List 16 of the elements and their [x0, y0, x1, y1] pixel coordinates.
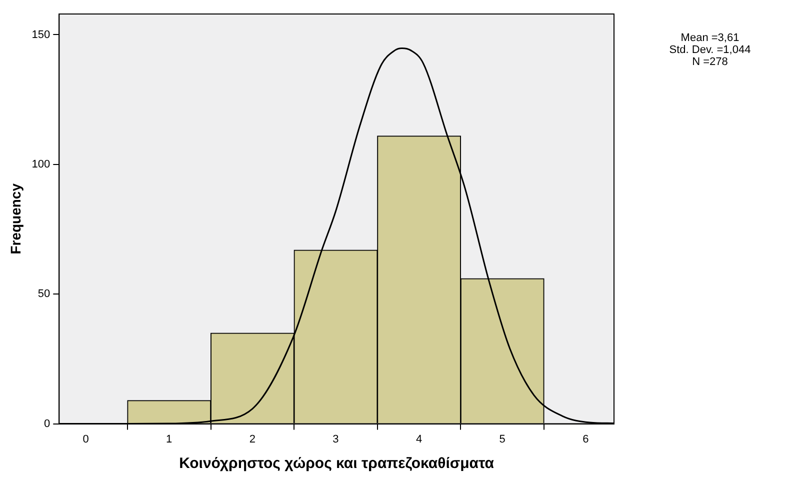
- x-tick-label: 0: [82, 433, 89, 446]
- x-tick-label: 2: [249, 433, 256, 446]
- y-tick-label: 150: [32, 28, 50, 41]
- x-tick-label: 1: [166, 433, 172, 446]
- y-tick-label: 50: [38, 288, 50, 300]
- x-tick-label: 3: [332, 433, 339, 446]
- y-axis-title: Frequency: [7, 183, 24, 254]
- y-tick-label: 100: [32, 158, 50, 170]
- x-axis-title: Κοινόχρηστος χώρος και τραπεζοκαθίσματα: [179, 455, 495, 472]
- text: Mean =3,61: [680, 32, 740, 44]
- x-tick-label: 5: [499, 433, 506, 446]
- text: N =278: [691, 56, 729, 68]
- y-tick-label: 0: [44, 418, 50, 430]
- x-tick-label: 6: [582, 433, 589, 446]
- x-tick-label: 4: [416, 433, 422, 446]
- text: Std. Dev. =1,044: [668, 44, 752, 56]
